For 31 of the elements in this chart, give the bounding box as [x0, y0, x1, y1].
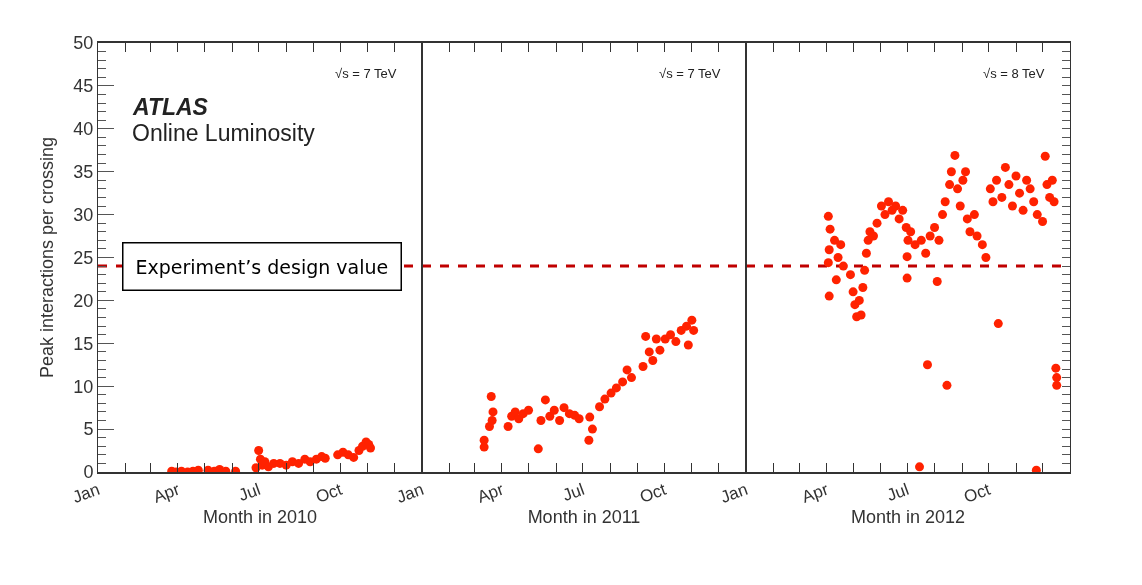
ref-line-label: Experiment’s design value	[135, 255, 389, 278]
y-tick-label: 45	[73, 76, 94, 97]
x-tick-label: Jan	[394, 479, 427, 508]
x-tick-label: Jul	[236, 479, 263, 506]
y-tick-label: 35	[73, 162, 94, 182]
y-tick-label: 20	[73, 290, 94, 311]
x-tick-label: Oct	[637, 479, 669, 507]
y-tick-label: 30	[73, 204, 94, 225]
x-tick-label: Apr	[799, 479, 832, 507]
x-axis-title: Month in 2010	[202, 506, 318, 527]
annotation: Online Luminosity	[132, 120, 316, 146]
x-tick-label: Oct	[313, 479, 345, 507]
annotation: √s = 7 TeV	[335, 66, 397, 81]
x-tick-label: Jul	[560, 479, 587, 506]
x-axis-title: Month in 2012	[850, 506, 966, 527]
x-tick-label: Jan	[718, 479, 751, 508]
y-tick-label: 10	[73, 376, 94, 397]
y-tick-label: 50	[73, 33, 94, 54]
x-axis-title: Month in 2011	[527, 506, 641, 527]
annotation: √s = 7 TeV	[659, 66, 721, 81]
x-tick-label: Jul	[884, 479, 912, 506]
y-axis-title: Peak interactions per crossing	[36, 136, 57, 379]
x-tick-label: Apr	[474, 479, 507, 507]
annotation: √s = 8 TeV	[983, 66, 1045, 81]
y-tick-label: 40	[73, 119, 94, 140]
y-tick-label: 5	[83, 419, 94, 440]
y-tick-label: 25	[73, 247, 94, 268]
x-tick-label: Apr	[150, 479, 183, 507]
x-tick-label: Oct	[961, 479, 994, 507]
y-tick-label: 15	[73, 333, 94, 354]
annotation: ATLAS	[132, 94, 209, 120]
